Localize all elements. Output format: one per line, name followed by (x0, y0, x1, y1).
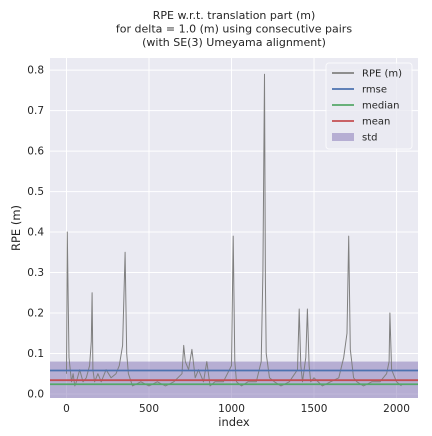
y-axis-label: RPE (m) (9, 205, 23, 251)
title-line-1: RPE w.r.t. translation part (m) (153, 9, 316, 22)
chart-title: RPE w.r.t. translation part (m)for delta… (116, 9, 352, 49)
legend-label: RPE (m) (362, 69, 402, 80)
grid (50, 58, 418, 398)
y-axis-ticks: 0.0 0.1 0.2 0.3 0.4 0.5 0.6 0.7 0.8 (27, 65, 44, 401)
title-line-3: (with SE(3) Umeyama alignment) (142, 36, 326, 49)
legend-label: median (362, 101, 400, 112)
legend-swatch-std (332, 133, 354, 141)
x-tick-label: 2000 (383, 403, 410, 415)
legend-label: mean (362, 117, 390, 128)
y-tick-label: 0.3 (27, 267, 44, 279)
x-tick-label: 500 (139, 403, 159, 415)
x-tick-label: 1000 (218, 403, 245, 415)
x-tick-label: 0 (63, 403, 70, 415)
y-tick-label: 0.2 (27, 308, 44, 320)
y-tick-label: 0.6 (27, 146, 44, 158)
rpe-series-line (66, 73, 402, 387)
y-tick-label: 0.8 (27, 65, 44, 77)
title-line-2: for delta = 1.0 (m) using consecutive pa… (116, 23, 352, 36)
legend: RPE (m) rmse median mean std (325, 62, 413, 150)
y-tick-label: 0.4 (27, 227, 44, 239)
y-tick-label: 0.5 (27, 186, 44, 198)
x-axis-label: index (218, 415, 250, 429)
legend-box (325, 62, 413, 150)
y-tick-label: 0.7 (27, 105, 44, 117)
series-layer (50, 73, 418, 387)
y-tick-label: 0.0 (27, 388, 44, 400)
y-tick-label: 0.1 (27, 348, 44, 360)
legend-label: std (362, 133, 377, 144)
x-axis-ticks: 0 500 1000 1500 2000 (63, 403, 410, 415)
x-tick-label: 1500 (301, 403, 328, 415)
legend-label: rmse (362, 85, 387, 96)
